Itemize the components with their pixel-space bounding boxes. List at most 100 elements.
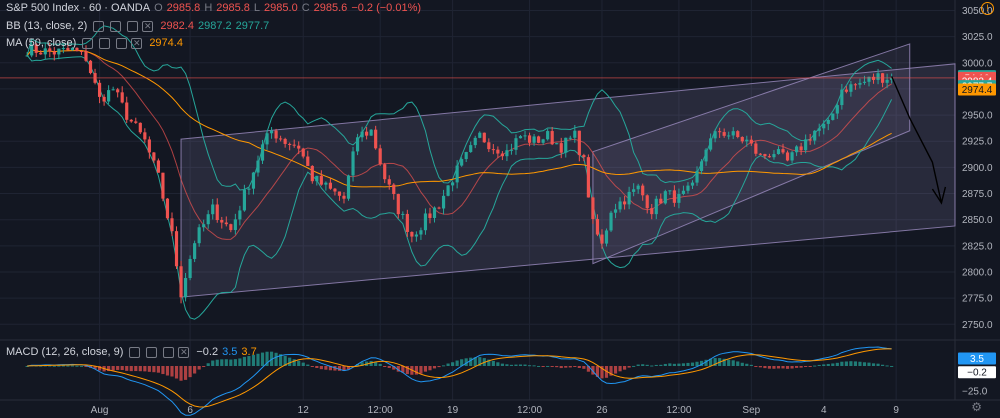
macd-histogram-bar: [532, 365, 536, 367]
candle-body: [591, 197, 595, 220]
candle-body: [156, 160, 160, 173]
macd-histogram-bar: [559, 366, 563, 369]
macd-histogram-bar: [808, 366, 812, 367]
candle-body: [66, 48, 70, 51]
macd-histogram-bar: [120, 366, 124, 371]
macd-histogram-bar: [654, 364, 658, 366]
close-icon[interactable]: ✕: [131, 37, 143, 49]
candle-body: [75, 47, 79, 51]
macd-histogram-bar: [609, 366, 613, 376]
macd-legend[interactable]: MACD (12, 26, close, 9) ✕ −0.2 3.5 3.7: [6, 346, 257, 358]
candle-body: [808, 139, 812, 141]
macd-histogram-bar: [111, 366, 115, 371]
macd-histogram-bar: [337, 366, 342, 371]
candle-body: [138, 122, 142, 133]
macd-histogram-bar: [790, 366, 794, 369]
macd-histogram-bar: [220, 359, 224, 366]
candle-body: [514, 138, 518, 150]
more-icon[interactable]: [127, 20, 139, 32]
macd-histogram-bar: [378, 363, 382, 366]
y-tick-label: 3025.0: [962, 32, 993, 43]
macd-histogram-bar: [496, 362, 500, 366]
settings-icon[interactable]: [99, 37, 111, 49]
settings-icon[interactable]: [110, 20, 122, 32]
macd-histogram-bar: [890, 365, 894, 367]
x-tick-label: 19: [447, 405, 459, 416]
macd-histogram-bar: [546, 365, 550, 367]
candle-body: [822, 123, 826, 129]
bb-legend[interactable]: BB (13, close, 2) ✕ 2982.4 2987.2 2977.7: [6, 20, 269, 32]
more-icon[interactable]: [163, 346, 175, 358]
candle-body: [469, 145, 473, 153]
candle-body: [88, 60, 93, 74]
macd-histogram-bar: [283, 355, 287, 366]
candle-body: [632, 189, 636, 192]
symbol-legend: S&P 500 Index · 60 · OANDA O 2985.8 H 2985…: [6, 2, 421, 14]
y-tick-label: 2775.0: [962, 294, 993, 305]
candle-body: [224, 222, 228, 225]
macd-histogram-bar: [627, 366, 631, 368]
macd-histogram-bar: [387, 366, 391, 368]
candle-body: [419, 230, 423, 235]
macd-histogram-bar: [306, 364, 310, 366]
close-icon[interactable]: ✕: [178, 346, 190, 358]
candle-body: [260, 144, 265, 161]
candle-body: [627, 191, 631, 205]
macd-histogram-bar: [165, 366, 170, 376]
eye-icon[interactable]: [82, 37, 94, 49]
macd-histogram-bar: [618, 366, 622, 372]
close-value: 2985.6: [313, 2, 348, 14]
outer-channel: [180, 63, 956, 298]
candle-body: [57, 48, 61, 55]
candle-body: [39, 52, 43, 55]
candle-body: [116, 89, 120, 93]
candle-body: [586, 157, 590, 198]
low-value: 2985.0: [264, 2, 298, 14]
macd-line: [27, 346, 892, 416]
macd-histogram-bar: [785, 366, 790, 369]
candle-body: [460, 159, 464, 166]
eye-icon[interactable]: [93, 20, 105, 32]
candle-body: [34, 44, 38, 53]
ma-legend[interactable]: MA (50, close) ✕ 2974.4: [6, 37, 183, 49]
open-value: 2985.8: [166, 2, 201, 14]
close-icon[interactable]: ✕: [142, 20, 154, 32]
candle-body: [487, 142, 491, 150]
candle-body: [414, 234, 418, 237]
candle-body: [704, 149, 708, 162]
macd-histogram-bar: [125, 366, 129, 371]
settings-icon[interactable]: [146, 346, 158, 358]
macd-histogram-bar: [727, 359, 731, 366]
candle-body: [663, 191, 667, 204]
macd-histogram-bar: [116, 366, 120, 370]
macd-histogram-bar: [396, 366, 400, 372]
candle-body: [161, 172, 165, 199]
alert-icon[interactable]: !: [981, 2, 994, 15]
macd-histogram-bar: [613, 366, 618, 374]
candle-body: [713, 131, 717, 139]
candle-body: [97, 82, 102, 97]
macd-histogram-bar: [369, 360, 373, 366]
candle-body: [174, 231, 179, 267]
candle-body: [600, 234, 604, 244]
eye-icon[interactable]: [129, 346, 141, 358]
change-value: −0.2 (−0.01%): [351, 2, 422, 14]
candle-body: [274, 130, 278, 139]
gear-icon[interactable]: ⚙: [971, 400, 982, 414]
candle-body: [346, 175, 351, 199]
more-icon[interactable]: [116, 37, 128, 49]
candle-body: [722, 132, 726, 136]
macd-histogram-bar: [776, 366, 781, 369]
macd-axis-badge-label: −0.2: [967, 368, 987, 379]
candle-body: [283, 138, 287, 144]
macd-histogram-bar: [432, 366, 437, 369]
candle-body: [840, 89, 844, 106]
candle-body: [559, 143, 563, 153]
candle-body: [754, 143, 758, 154]
macd-histogram-bar: [880, 364, 885, 366]
macd-histogram-bar: [672, 363, 676, 366]
candle-body: [315, 175, 319, 182]
candle-body: [229, 224, 233, 231]
candle-body: [790, 152, 794, 161]
